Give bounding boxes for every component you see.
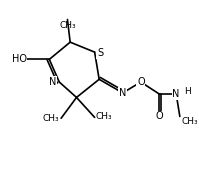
- Text: N: N: [173, 89, 180, 99]
- Text: CH₃: CH₃: [43, 114, 59, 123]
- Text: H: H: [184, 88, 191, 96]
- Text: CH₃: CH₃: [182, 117, 198, 126]
- Text: N: N: [49, 77, 56, 87]
- Text: HO: HO: [12, 54, 27, 64]
- Text: S: S: [97, 48, 103, 58]
- Text: O: O: [155, 112, 163, 121]
- Text: O: O: [137, 77, 145, 87]
- Text: CH₃: CH₃: [96, 112, 112, 121]
- Text: N: N: [119, 88, 126, 98]
- Text: CH₃: CH₃: [59, 21, 76, 30]
